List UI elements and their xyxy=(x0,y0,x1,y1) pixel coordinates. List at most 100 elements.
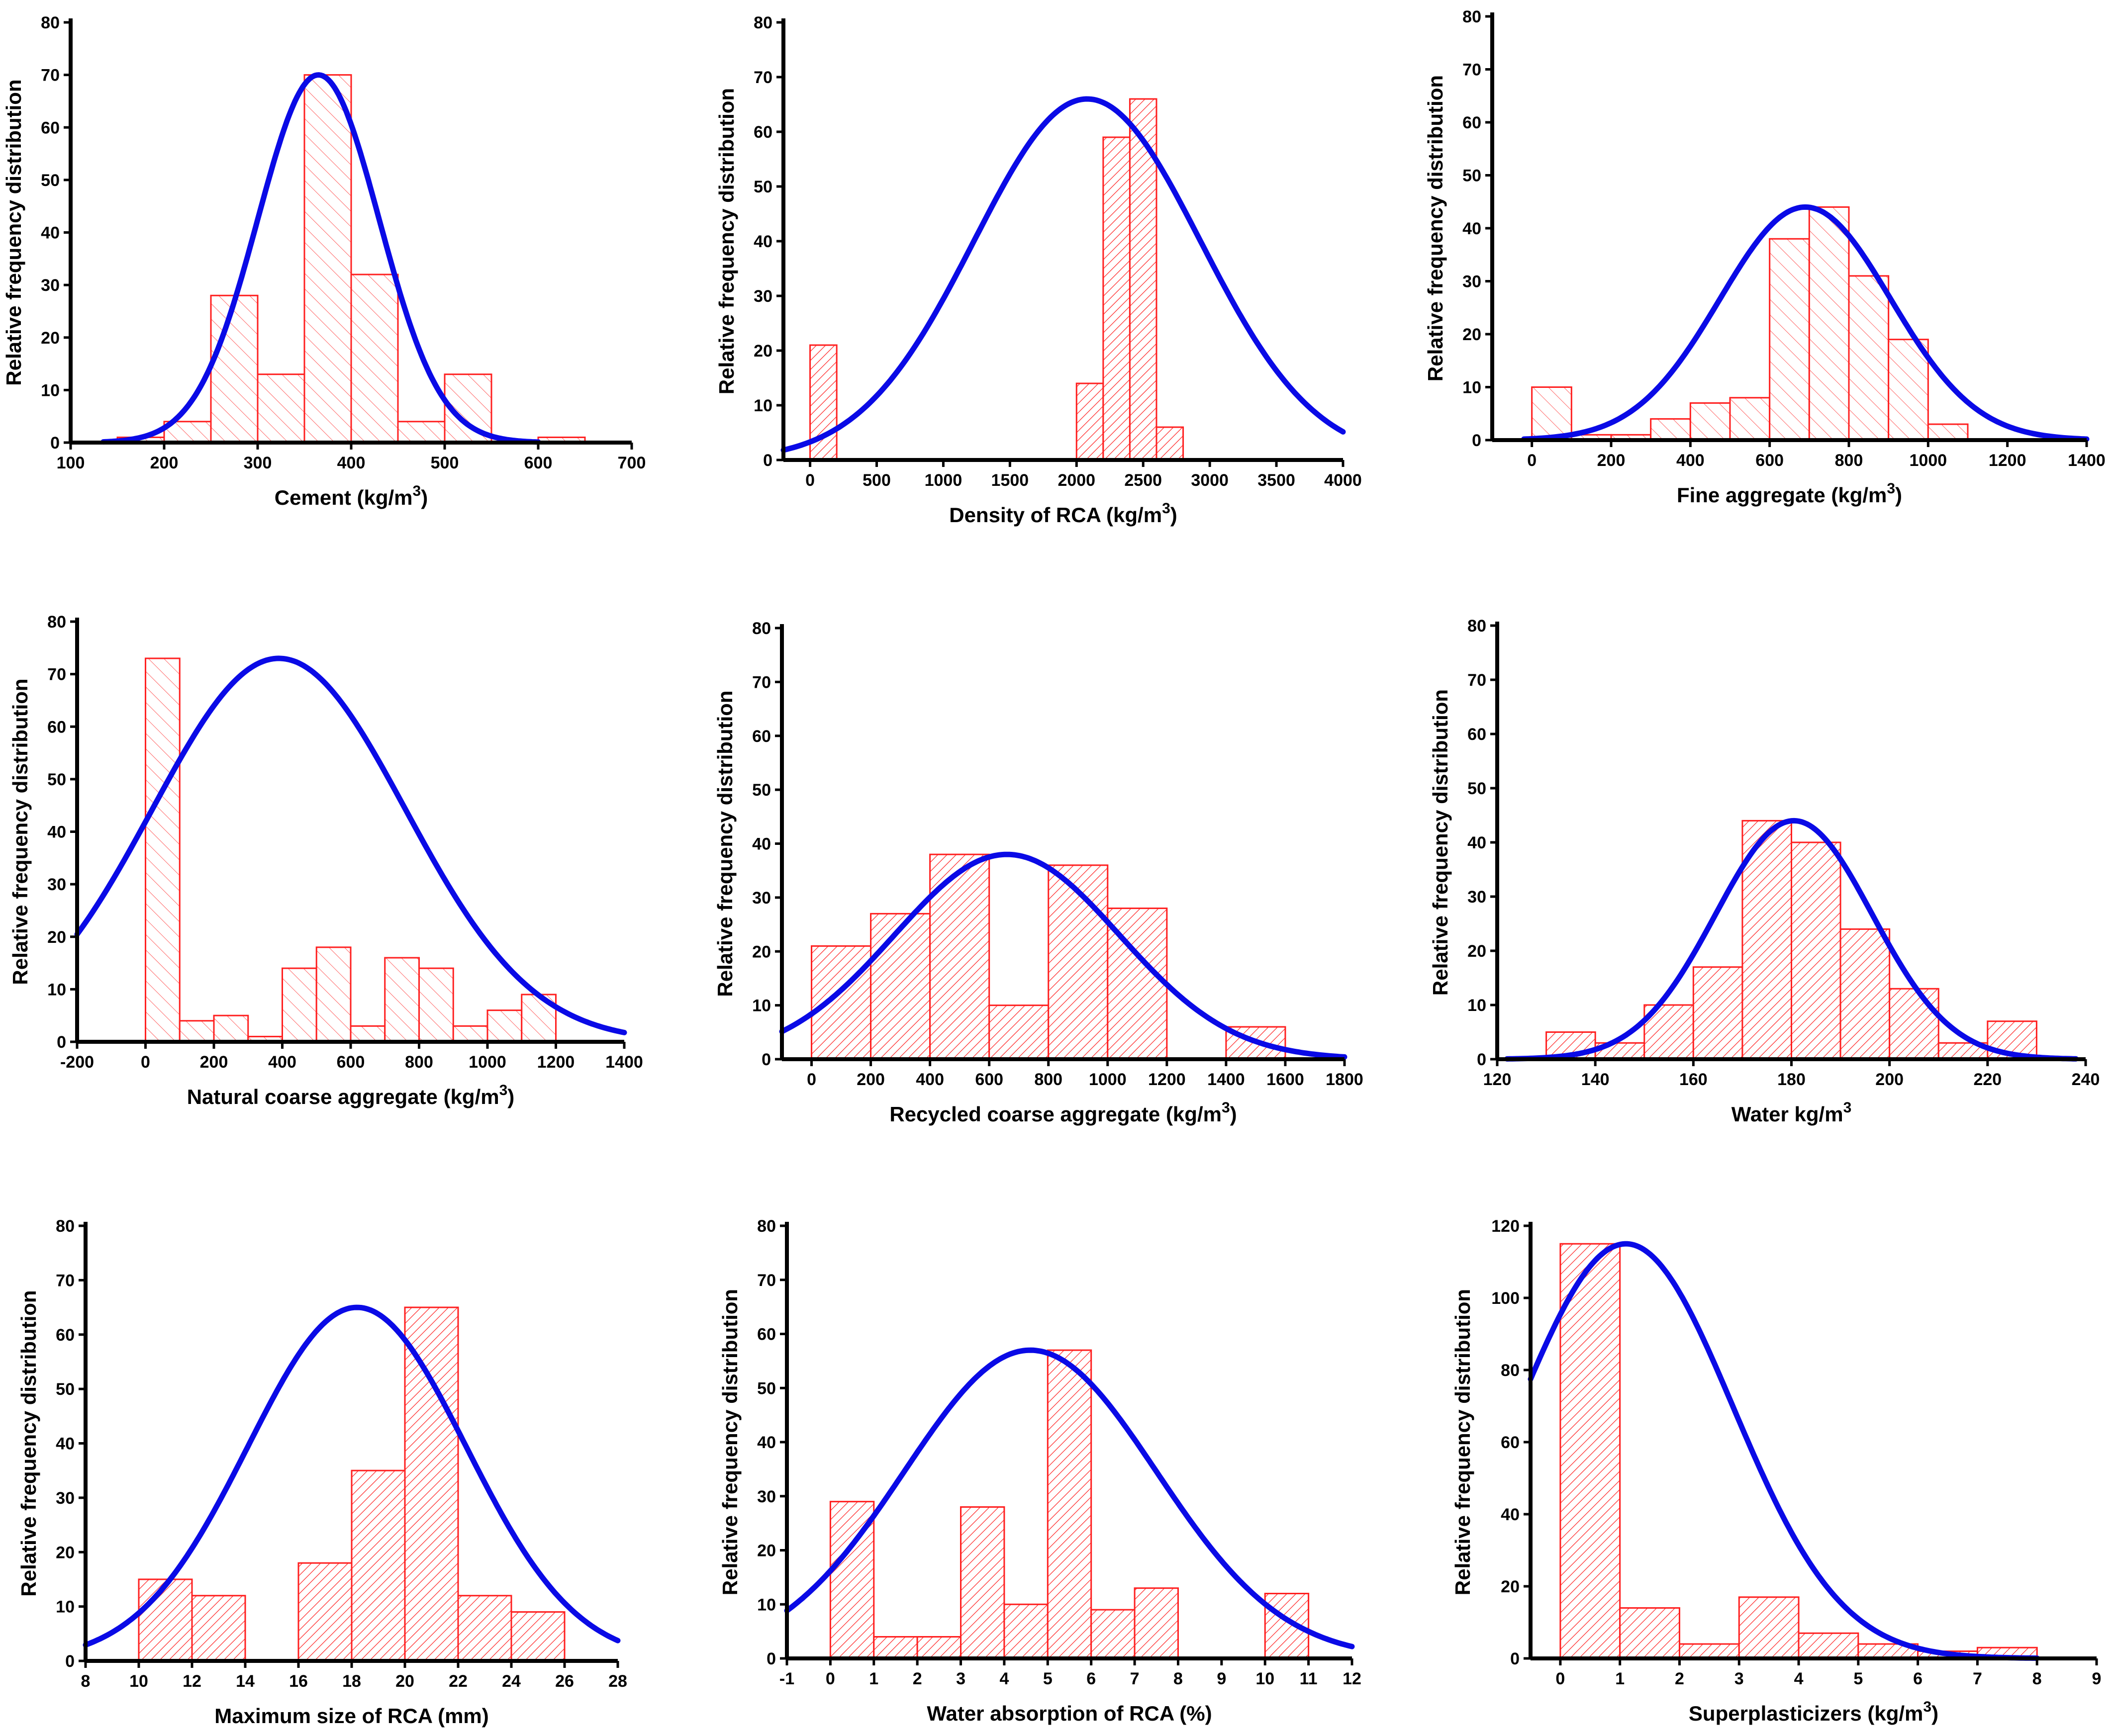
x-tick-label: 6 xyxy=(1086,1669,1096,1688)
y-axis-title: Relative frequency distribution xyxy=(713,690,737,997)
histogram-bar xyxy=(1075,382,1104,461)
y-tick-label: 0 xyxy=(763,451,772,470)
histogram-bar xyxy=(1741,820,1793,1060)
x-tick-label: 3 xyxy=(956,1669,965,1688)
normal-fit-curve xyxy=(1521,204,2090,442)
x-tick-label: 2 xyxy=(913,1669,922,1688)
x-tick-label: 600 xyxy=(975,1070,1003,1089)
histogram-bar xyxy=(457,1595,512,1662)
histogram-bar xyxy=(1889,988,1939,1060)
x-tick-label: 4 xyxy=(999,1669,1009,1688)
y-tick-label: 30 xyxy=(1467,888,1486,907)
x-axis-title: Recycled coarse aggregate (kg/m3) xyxy=(889,1099,1237,1126)
histogram-panel-4: -200 0 200 400 600 800 1000 1200 140001020304050… xyxy=(8,613,643,1108)
y-tick-label: 40 xyxy=(1467,833,1486,852)
y-tick-label: 60 xyxy=(1467,725,1486,744)
histogram-bar xyxy=(297,1562,353,1662)
y-tick-label: 60 xyxy=(47,718,66,736)
y-tick-label: 30 xyxy=(757,1487,776,1506)
y-tick-label: 70 xyxy=(1467,671,1486,690)
y-tick-label: 70 xyxy=(752,673,771,692)
x-tick-label: 1400 xyxy=(2068,451,2106,470)
x-tick-label: 1000 xyxy=(1910,451,1947,470)
x-tick-label: 500 xyxy=(863,471,891,490)
x-tick-label: 400 xyxy=(916,1070,944,1089)
y-tick-label: 80 xyxy=(41,13,60,32)
x-tick-label: 1000 xyxy=(1089,1070,1127,1089)
x-tick-label: 700 xyxy=(618,454,646,472)
y-axis-title: Relative frequency distribution xyxy=(715,88,738,394)
y-tick-label: 30 xyxy=(1462,273,1481,291)
normal-fit-curve xyxy=(1504,818,2079,1062)
x-tick-label: 200 xyxy=(150,454,179,472)
y-axis-title: Relative frequency distribution xyxy=(8,678,32,985)
y-tick-label: 20 xyxy=(752,942,771,961)
histogram-bar xyxy=(1808,206,1850,441)
histogram-bar xyxy=(1048,864,1109,1060)
y-tick-label: 0 xyxy=(50,434,60,453)
x-tick-label: 400 xyxy=(337,454,366,472)
x-tick-label: 10 xyxy=(129,1672,148,1691)
x-tick-label: 1400 xyxy=(1207,1070,1245,1089)
x-tick-label: 240 xyxy=(2072,1070,2100,1089)
histogram-bar xyxy=(1531,386,1572,441)
y-tick-label: 0 xyxy=(65,1652,75,1671)
x-tick-label: 4000 xyxy=(1324,471,1362,490)
normal-fit-curve xyxy=(779,851,1347,1060)
y-tick-label: 60 xyxy=(1462,113,1481,132)
histogram-bar xyxy=(510,1611,566,1662)
x-tick-label: 1500 xyxy=(991,471,1029,490)
histogram-bar xyxy=(213,1014,249,1043)
histogram-panel-8: -1 0 1 2 3 4 5 6 7 8 9 10 11 1201020304050607080Water… xyxy=(718,1217,1361,1725)
y-tick-label: 10 xyxy=(56,1598,75,1617)
y-tick-label: 10 xyxy=(757,1595,776,1614)
y-tick-label: 30 xyxy=(56,1489,75,1508)
histogram-panel-5: 0 200 400 600 800 1000 1200 1400 1600 1800 0 10 20 30… xyxy=(713,619,1363,1126)
histogram-bar xyxy=(350,1025,386,1043)
histogram-bar xyxy=(179,1020,215,1043)
y-tick-label: 0 xyxy=(762,1050,771,1069)
x-tick-label: 1 xyxy=(1615,1669,1625,1688)
histogram-bar xyxy=(1155,426,1184,461)
x-tick-label: 600 xyxy=(337,1053,365,1072)
x-tick-label: 12 xyxy=(1343,1669,1361,1688)
histogram-bar xyxy=(257,373,305,444)
histogram-bar xyxy=(1689,402,1731,441)
y-tick-label: 20 xyxy=(754,342,772,361)
histogram-bar xyxy=(486,1009,523,1043)
x-tick-label: 200 xyxy=(200,1053,228,1072)
y-tick-label: 40 xyxy=(1462,219,1481,238)
histogram-bar xyxy=(418,967,454,1043)
x-tick-label: 22 xyxy=(449,1672,468,1691)
y-tick-label: 80 xyxy=(757,1217,776,1236)
x-axis-title: Cement (kg/m3) xyxy=(275,483,428,509)
x-tick-label: 1000 xyxy=(925,471,962,490)
histogram-bar xyxy=(191,1595,246,1662)
y-tick-label: 70 xyxy=(56,1271,75,1290)
x-axis-title: Density of RCA (kg/m3) xyxy=(949,500,1177,527)
x-tick-label: 24 xyxy=(502,1672,521,1691)
y-axis-title: Relative frequency distribution xyxy=(718,1289,742,1595)
x-tick-label: 9 xyxy=(1217,1669,1226,1688)
normal-fit-curve xyxy=(83,1304,621,1648)
y-tick-label: 50 xyxy=(1462,167,1481,185)
x-tick-label: 7 xyxy=(1973,1669,1982,1688)
x-tick-label: 12 xyxy=(183,1672,201,1691)
x-tick-label: 200 xyxy=(857,1070,885,1089)
y-tick-label: 80 xyxy=(47,613,66,632)
y-tick-label: 0 xyxy=(767,1649,776,1668)
y-axis-title: Relative frequency distribution xyxy=(2,79,25,385)
x-axis-title: Superplasticizers (kg/m3) xyxy=(1689,1699,1938,1725)
histogram-bar xyxy=(1848,275,1890,441)
histogram-panel-7: 8 10 12 14 16 18 20 22 24 26 28 0 10 20 30 40 50 60 70 80 Ma… xyxy=(17,1217,627,1728)
x-tick-label: 0 xyxy=(1555,1669,1565,1688)
y-tick-label: 30 xyxy=(47,875,66,894)
x-tick-label: 26 xyxy=(555,1672,574,1691)
histogram-bar xyxy=(210,294,259,444)
x-tick-label: 9 xyxy=(2092,1669,2102,1688)
x-tick-label: 5 xyxy=(1043,1669,1053,1688)
x-tick-label: 14 xyxy=(236,1672,255,1691)
x-tick-label: 400 xyxy=(268,1053,296,1072)
histogram-bar xyxy=(303,74,352,444)
